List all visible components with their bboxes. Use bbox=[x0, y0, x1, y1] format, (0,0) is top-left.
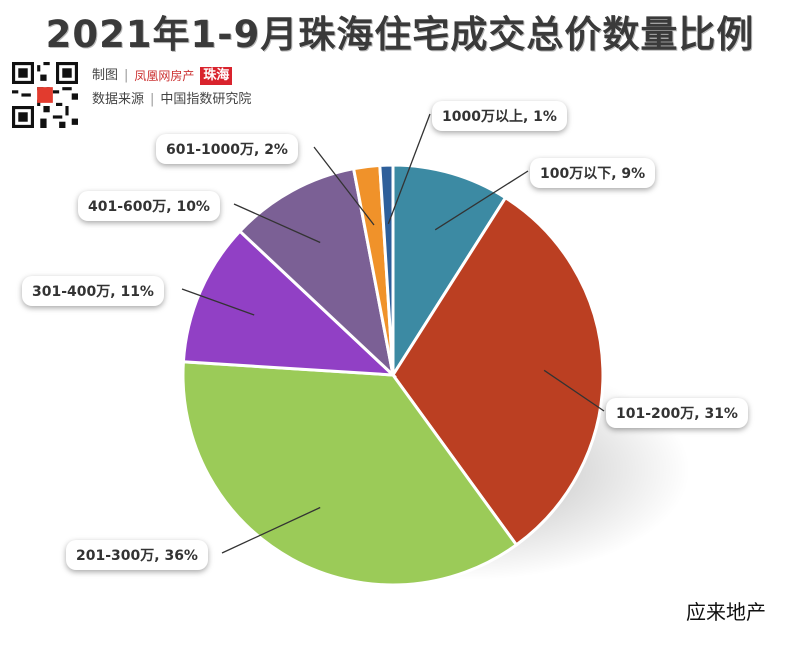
chart-title: 2021年1-9月珠海住宅成交总价数量比例 bbox=[45, 13, 755, 56]
pie-slice-1 bbox=[391, 163, 508, 381]
source-label: 数据来源 bbox=[92, 92, 145, 107]
leader-line-3 bbox=[221, 506, 321, 554]
leader-lines bbox=[181, 113, 605, 554]
pie-slices bbox=[181, 163, 605, 587]
data-label-2: 101-200万, 31% bbox=[606, 398, 748, 428]
pie-slice-4 bbox=[181, 229, 398, 377]
leader-line-0 bbox=[387, 113, 431, 225]
pie-slice-3 bbox=[181, 360, 519, 587]
maker-label: 制图 bbox=[92, 68, 119, 83]
data-label-1: 100万以下, 9% bbox=[530, 158, 656, 188]
pie-slice-2 bbox=[391, 195, 605, 547]
brand-watermark: 应来地产 bbox=[686, 600, 766, 624]
maker-logo-text: 凤凰网房产 bbox=[134, 69, 195, 83]
qr-code-icon bbox=[12, 62, 78, 128]
data-label-4: 301-400万, 11% bbox=[22, 276, 164, 306]
leader-line-6 bbox=[313, 146, 375, 226]
leader-line-5 bbox=[233, 203, 321, 244]
data-label-0: 1000万以上, 1% bbox=[432, 101, 567, 131]
leader-line-1 bbox=[434, 170, 529, 231]
data-label-3: 201-300万, 36% bbox=[66, 540, 208, 570]
pie-slice-0 bbox=[378, 163, 395, 376]
data-label-6: 601-1000万, 2% bbox=[156, 134, 298, 164]
leader-line-4 bbox=[181, 288, 255, 316]
credits: 制图 | 凤凰网房产 珠海 数据来源 | 中国指数研究院 bbox=[92, 64, 251, 112]
data-label-5: 401-600万, 10% bbox=[78, 191, 220, 221]
pie-slice-5 bbox=[237, 166, 396, 380]
source-value: 中国指数研究院 bbox=[160, 92, 252, 107]
maker-city-badge: 珠海 bbox=[200, 67, 233, 85]
leader-line-2 bbox=[543, 369, 605, 412]
